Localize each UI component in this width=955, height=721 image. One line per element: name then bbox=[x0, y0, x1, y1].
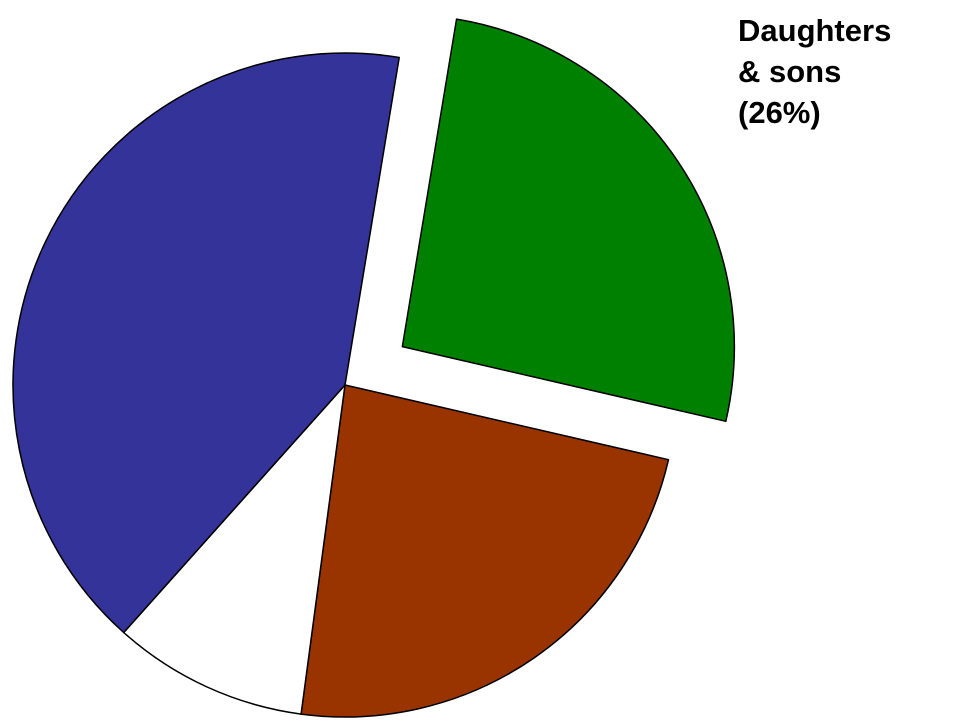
pie-slice bbox=[122, 384, 346, 715]
slice-value-label: (26%) bbox=[738, 95, 821, 130]
pie-slice bbox=[300, 384, 670, 718]
slice-label: Daughters & sons (26%) bbox=[738, 10, 918, 133]
pie-slice bbox=[401, 18, 736, 423]
pie-slice bbox=[12, 52, 400, 634]
slice-name: Daughters & sons bbox=[738, 13, 892, 89]
